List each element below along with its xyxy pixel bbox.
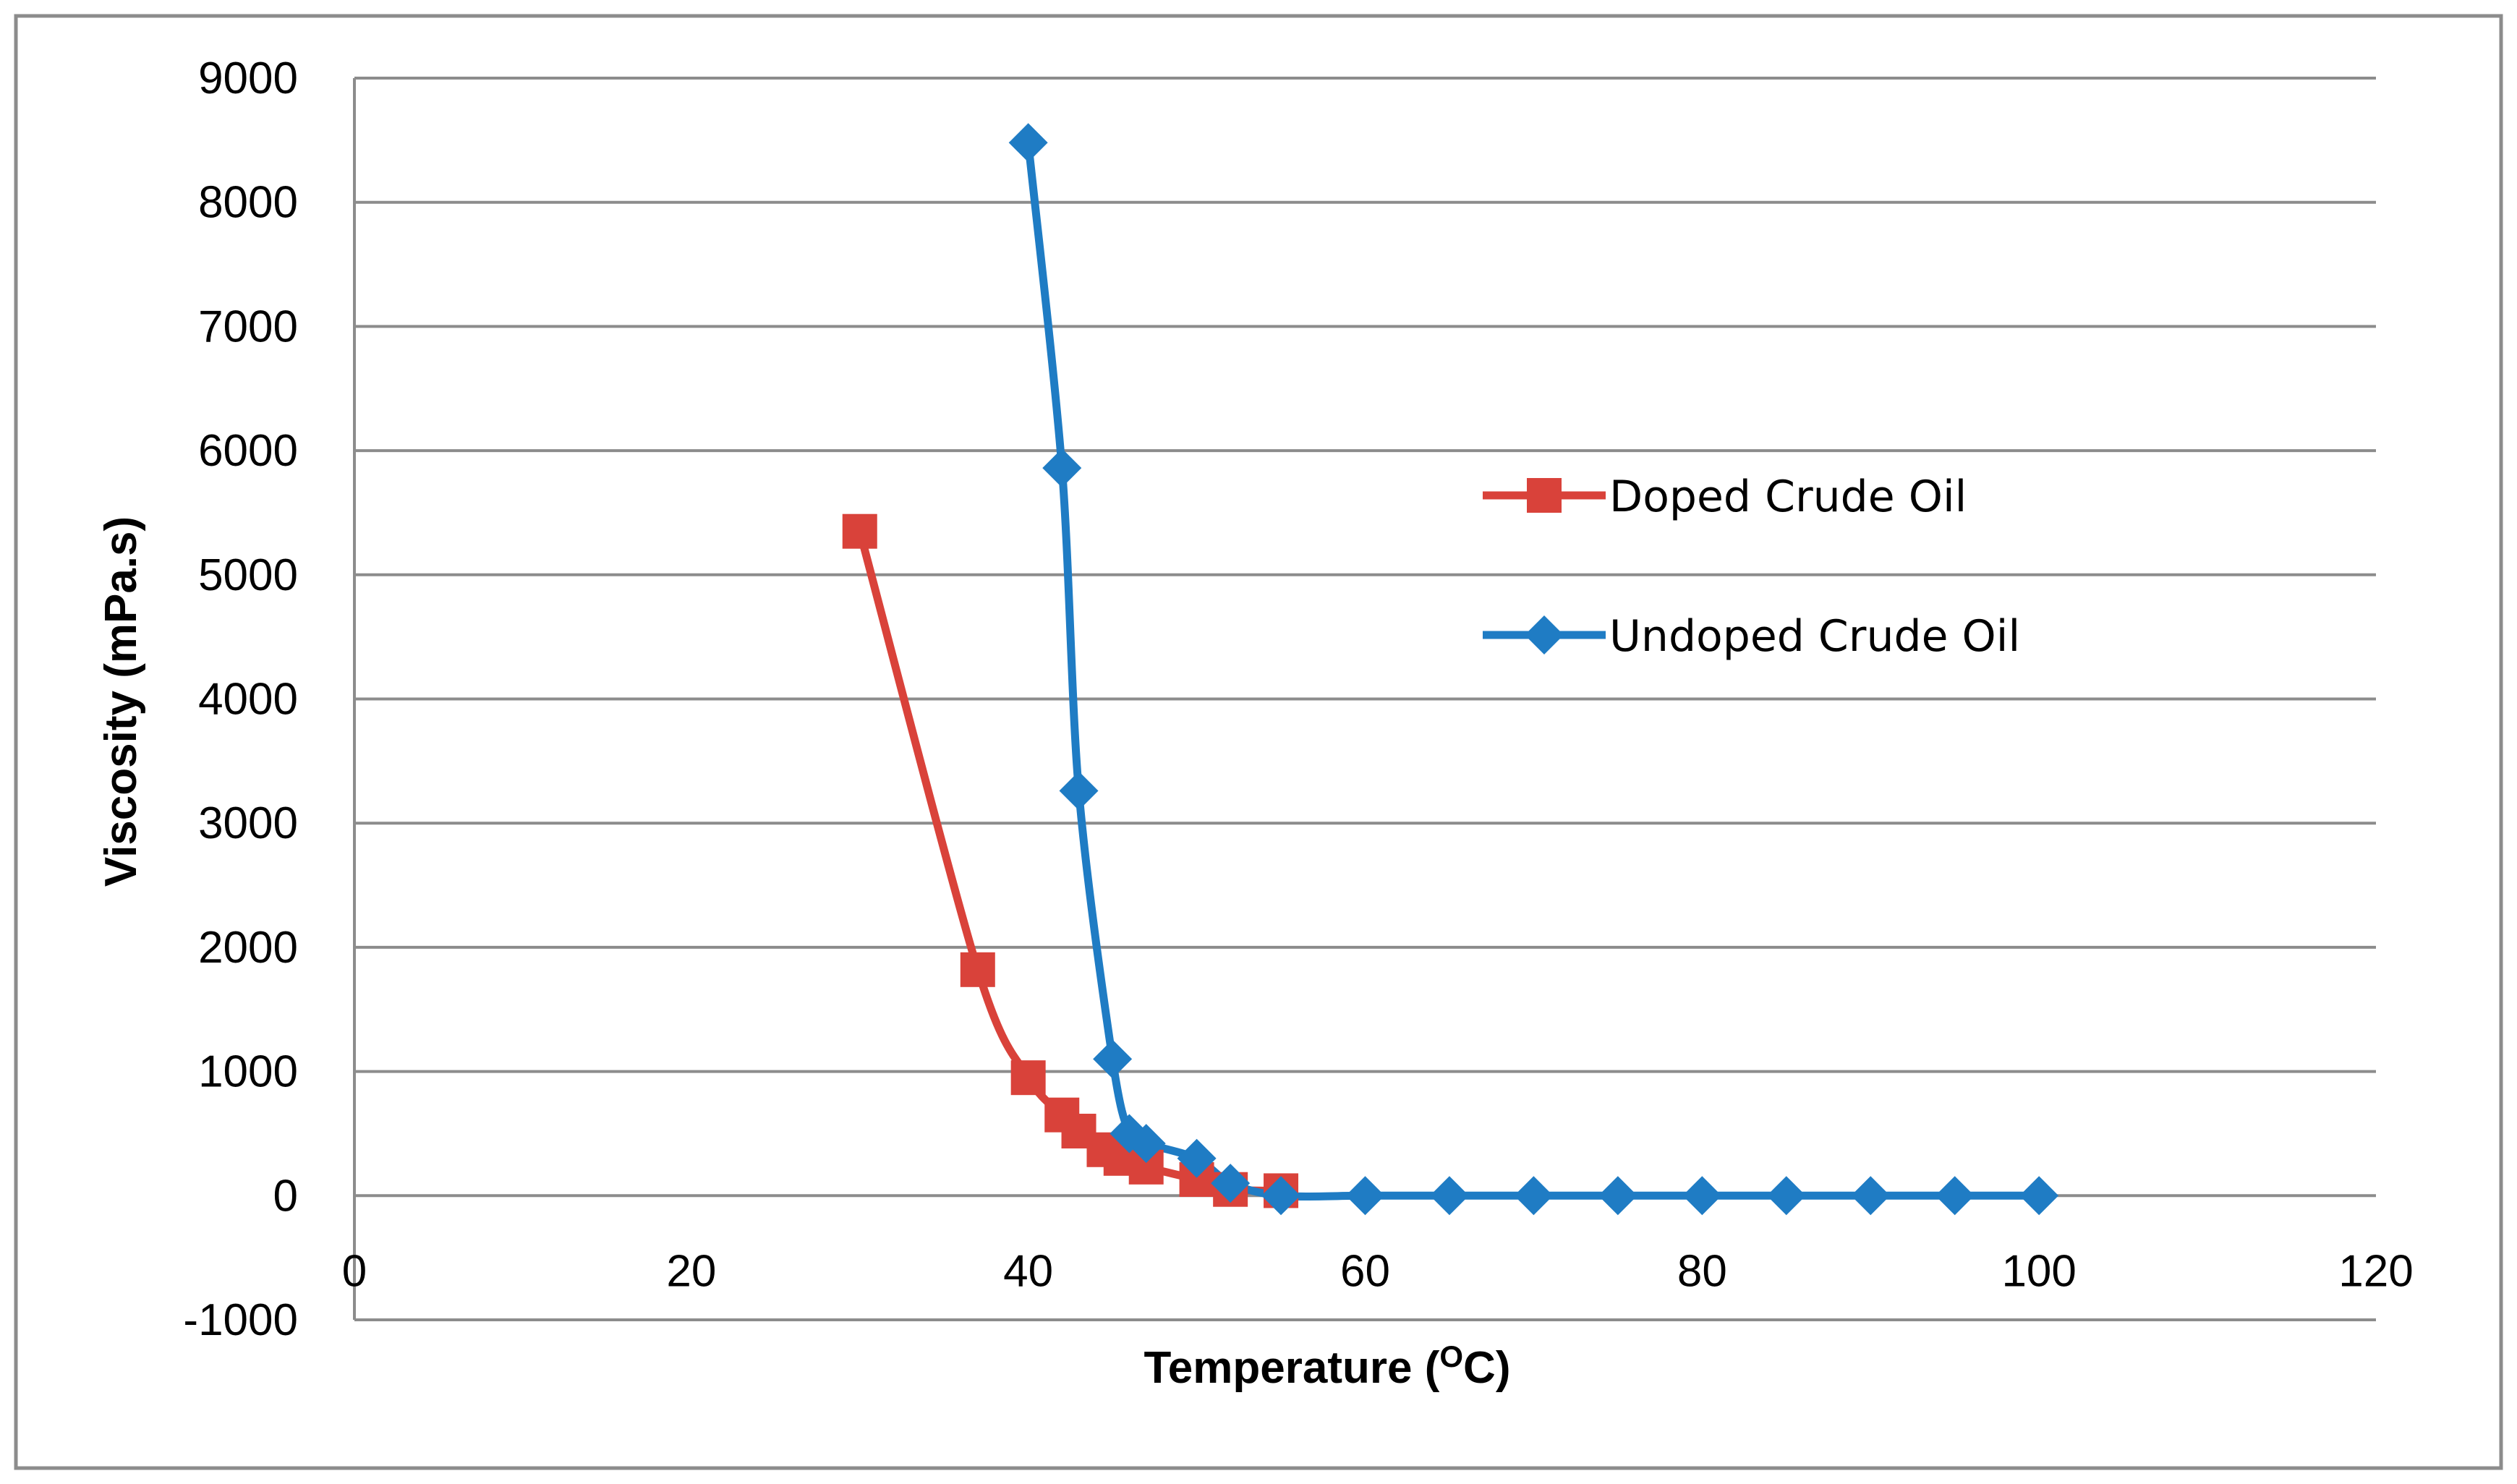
chart-frame xyxy=(14,14,2503,1470)
x-axis-title: Temperature (OC) xyxy=(1144,1339,1511,1393)
data-point-undoped xyxy=(1682,1176,1722,1216)
data-point-undoped xyxy=(1429,1176,1469,1216)
gridlines xyxy=(353,77,2376,1321)
data-point-undoped xyxy=(1261,1176,1301,1216)
y-axis-title: Viscosity (mPa.s) xyxy=(96,516,146,887)
x-tick-label: 0 xyxy=(342,1246,367,1296)
data-point-undoped xyxy=(1126,1124,1166,1164)
data-point-doped xyxy=(1010,1060,1046,1096)
data-point-doped xyxy=(960,952,995,987)
x-tick-labels: 0 20 40 60 80 100 120 xyxy=(342,1246,2414,1296)
data-point-undoped xyxy=(1514,1176,1554,1216)
y-tick-label: 2000 xyxy=(198,923,298,973)
legend-label: Undoped Crude Oil xyxy=(1609,611,2020,662)
y-tick-label: 3000 xyxy=(198,798,298,848)
data-point-undoped xyxy=(1598,1176,1637,1216)
y-tick-label: 0 xyxy=(273,1171,298,1221)
x-tick-label: 80 xyxy=(1677,1246,1727,1296)
data-point-undoped xyxy=(1766,1176,1806,1216)
data-point-undoped xyxy=(1211,1164,1251,1203)
data-point-undoped xyxy=(1935,1176,1975,1216)
legend-marker-diamond xyxy=(1525,615,1564,654)
y-tick-label: 4000 xyxy=(198,675,298,725)
x-tick-label: 20 xyxy=(666,1246,716,1296)
x-axis-title-superscript: O xyxy=(1439,1339,1463,1373)
x-tick-label: 40 xyxy=(1003,1246,1053,1296)
x-axis-title-main: Temperature ( xyxy=(1144,1343,1440,1393)
x-tick-label: 60 xyxy=(1340,1246,1390,1296)
y-tick-label: 6000 xyxy=(198,426,298,476)
y-tick-label: 9000 xyxy=(198,54,298,103)
y-tick-label: 8000 xyxy=(198,178,298,228)
data-point-undoped xyxy=(1851,1176,1891,1216)
y-tick-label: 7000 xyxy=(198,302,298,351)
y-tick-label: 5000 xyxy=(198,550,298,600)
x-tick-label: 120 xyxy=(2338,1246,2413,1296)
data-point-undoped xyxy=(1177,1138,1217,1178)
y-tick-labels: -1000 0 1000 2000 3000 4000 5000 6000 7000 8000 90… xyxy=(183,54,298,1345)
y-tick-label: -1000 xyxy=(183,1295,298,1345)
data-point-undoped xyxy=(1042,448,1082,488)
data-point-doped xyxy=(842,513,877,549)
x-tick-label: 100 xyxy=(2001,1246,2076,1296)
legend: Doped Crude Oil Undoped Crude Oil xyxy=(1483,472,2020,662)
data-point-undoped xyxy=(1008,123,1048,163)
data-point-undoped xyxy=(2019,1176,2059,1216)
legend-label: Doped Crude Oil xyxy=(1609,472,1967,522)
y-tick-label: 1000 xyxy=(198,1047,298,1097)
data-point-undoped xyxy=(1345,1176,1385,1216)
legend-marker-square xyxy=(1527,478,1562,513)
x-axis-title-suffix: C) xyxy=(1463,1343,1510,1393)
series-markers xyxy=(842,123,2059,1216)
data-point-undoped xyxy=(1093,1039,1133,1079)
data-point-undoped xyxy=(1059,771,1099,811)
